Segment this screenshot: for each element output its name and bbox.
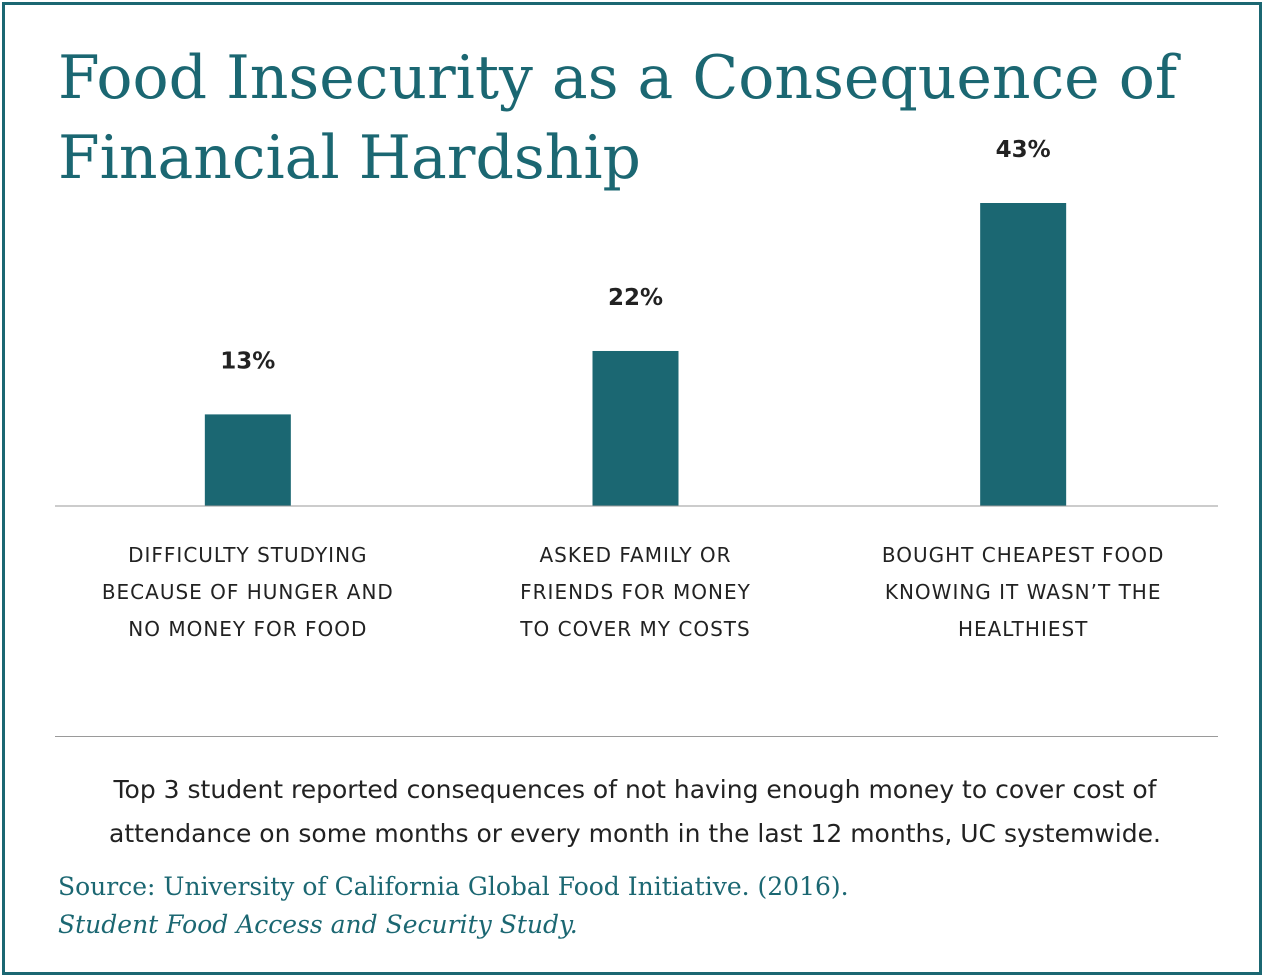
bars-group: 13% 22% 43% — [204, 137, 1067, 506]
category-label-1-line-1: DIFFICULTY STUDYING — [128, 543, 367, 567]
bar-2 — [592, 350, 679, 506]
category-label-1-line-3: NO MONEY FOR FOOD — [128, 617, 367, 641]
title-line-2: Financial Hardship — [58, 123, 641, 193]
category-label-1-line-2: BECAUSE OF HUNGER AND — [102, 580, 394, 604]
bar-1 — [204, 414, 291, 506]
caption-line-1: Top 3 student reported consequences of n… — [113, 775, 1157, 804]
bar-3 — [980, 203, 1067, 506]
bar-value-label-3: 43% — [996, 137, 1051, 163]
caption-divider — [55, 736, 1218, 737]
category-label-2-line-2: FRIENDS FOR MONEY — [520, 580, 751, 604]
category-label-3-line-3: HEALTHIEST — [958, 617, 1088, 641]
source-title: Student Food Access and Security Study. — [58, 910, 578, 939]
category-label-3-line-2: KNOWING IT WASN’T THE — [885, 580, 1162, 604]
category-label-3-line-1: BOUGHT CHEAPEST FOOD — [882, 543, 1165, 567]
bar-value-label-1: 13% — [220, 348, 275, 374]
bar-value-label-2: 22% — [608, 285, 663, 311]
chart-title: Food Insecurity as a Consequence of Fina… — [58, 38, 1238, 198]
category-labels-group: DIFFICULTY STUDYING BECAUSE OF HUNGER AND… — [102, 543, 1165, 641]
chart-caption: Top 3 student reported consequences of n… — [40, 768, 1230, 856]
category-label-2-line-3: TO COVER MY COSTS — [519, 617, 750, 641]
source-citation: Source: University of California Global … — [58, 868, 1228, 944]
source-prefix: Source: University of California Global … — [58, 872, 849, 901]
title-line-1: Food Insecurity as a Consequence of — [58, 43, 1178, 113]
category-label-2: ASKED FAMILY OR FRIENDS FOR MONEY TO COVER… — [519, 543, 751, 641]
caption-line-2: attendance on some months or every month… — [109, 819, 1161, 848]
category-label-2-line-1: ASKED FAMILY OR — [539, 543, 731, 567]
bar-chart: 13% 22% 43% DIFFICULTY STUDYING BECAUSE OF … — [55, 137, 1218, 641]
category-label-3: BOUGHT CHEAPEST FOOD KNOWING IT WASN’T TH… — [882, 543, 1165, 641]
category-label-1: DIFFICULTY STUDYING BECAUSE OF HUNGER AND… — [102, 543, 394, 641]
